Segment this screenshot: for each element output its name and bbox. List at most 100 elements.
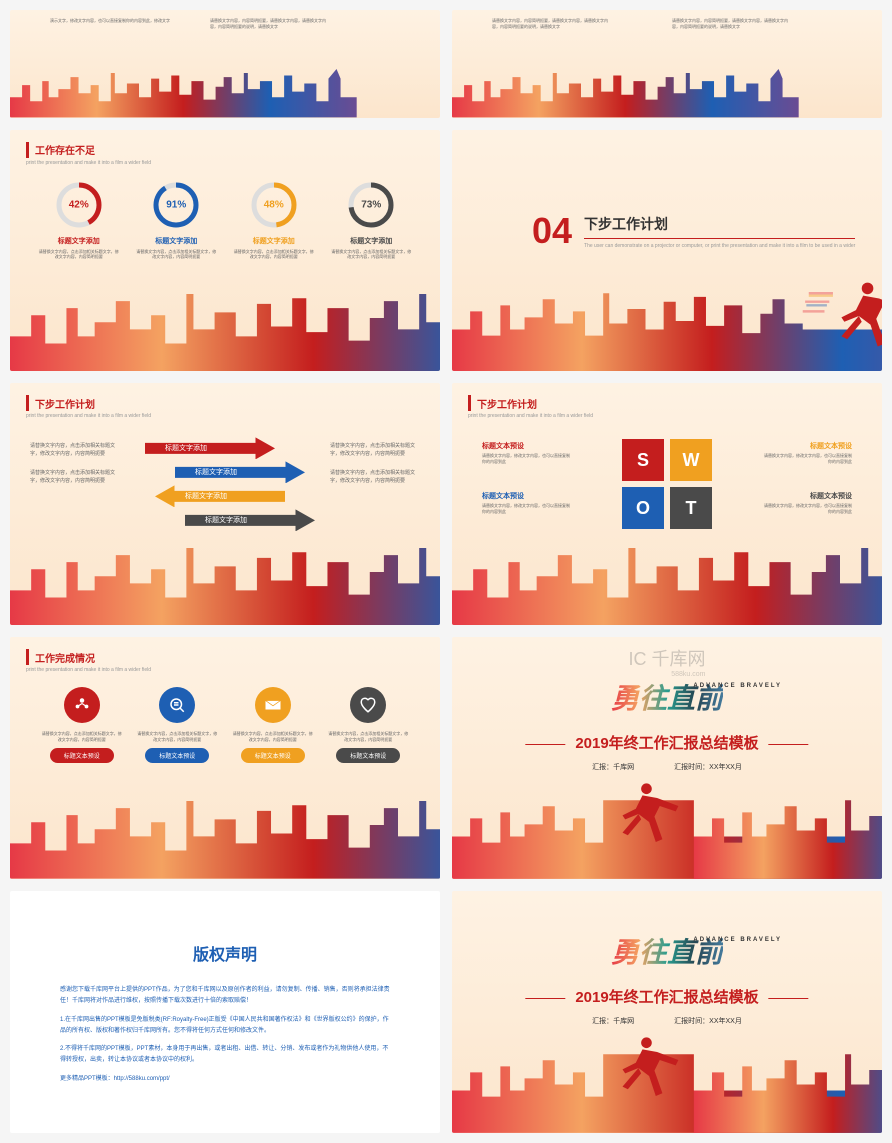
slide-partial-left: 演示文字，修改文字内容，也可以直接复制你的内容到此，修改文字 请替换文字内容，内… bbox=[10, 10, 440, 118]
swot-box-s: S bbox=[622, 439, 664, 481]
brush-title-en: ADVANCE BRAVELY bbox=[693, 683, 782, 689]
icon-pill: 标题文本预设 bbox=[336, 748, 400, 763]
slide-section-04: 04 下步工作计划 The user can demonstrate on a … bbox=[452, 130, 882, 372]
ring-label: 标题文字添加 bbox=[234, 236, 314, 246]
arrow-item: 标题文字添加 bbox=[185, 509, 315, 531]
ring-desc: 请替换文字内容，点击添加相关标题文字，修改文字内容，内容简明扼要 bbox=[331, 249, 411, 260]
skyline-graphic bbox=[10, 794, 440, 879]
heart-icon bbox=[350, 687, 386, 723]
icon-pill: 标题文本预设 bbox=[50, 748, 114, 763]
arrow-item: 标题文字添加 bbox=[155, 485, 285, 507]
ring-desc: 请替换文字内容，点击添加相关标题文字，修改文字内容，内容简明扼要 bbox=[39, 249, 119, 260]
swot-label-s: 标题文本预设 bbox=[482, 441, 524, 451]
desc-left: 请替换文字内容，点击添加相关标题文字，修改文字内容，内容简明扼要 请替换文字内容… bbox=[30, 443, 120, 485]
ring-label: 标题文字添加 bbox=[331, 236, 411, 246]
ring-chart: 73% bbox=[346, 180, 396, 230]
slide-partial-right: 请替换文字内容，内容简明扼要，请替换文字内容，请替换文字内容，内容简明扼要的说明… bbox=[452, 10, 882, 118]
swot-label-w: 标题文本预设 bbox=[810, 441, 852, 451]
section-number-block: 04 下步工作计划 The user can demonstrate on a … bbox=[532, 210, 855, 252]
ring-chart-item: 42% 标题文字添加 请替换文字内容，点击添加相关标题文字，修改文字内容，内容简… bbox=[39, 180, 119, 260]
icon-desc: 请替换文字内容，点击添加相关标题文字，修改文字内容，内容简明扼要 bbox=[328, 731, 408, 742]
swot-desc: 请替换文字内容，修改文字内容，也可以直接复制你的内容到此 bbox=[762, 453, 852, 464]
title-bar: 工作存在不足 bbox=[26, 142, 95, 158]
slide-title-clean: 勇往直前 ADVANCE BRAVELY 2019年终工作汇报总结模板 汇报：千… bbox=[452, 891, 882, 1133]
title-bar: 下步工作计划 bbox=[468, 395, 537, 411]
copyright-body: 感谢您下载千库网平台上提供的PPT作品，为了您和千库网以及原创作者的利益，请勿复… bbox=[10, 965, 440, 1113]
people-icon bbox=[64, 687, 100, 723]
icons-row: 请替换文字内容，点击添加相关标题文字，修改文字内容，内容简明扼要 标题文本预设 … bbox=[10, 687, 440, 763]
skyline-graphic bbox=[452, 541, 882, 626]
swot-grid: SWOT bbox=[622, 439, 712, 529]
swot-label-t: 标题文本预设 bbox=[810, 491, 852, 501]
skyline-graphic bbox=[10, 287, 440, 372]
slide-title: 下步工作计划 bbox=[477, 396, 537, 411]
skyline-graphic bbox=[10, 541, 440, 626]
arrows-container: 标题文字添加标题文字添加标题文字添加标题文字添加 bbox=[145, 437, 305, 533]
title-accent bbox=[26, 142, 29, 158]
icon-desc: 请替换文字内容，点击添加相关标题文字，修改文字内容，内容简明扼要 bbox=[233, 731, 313, 742]
slide-copyright: 版权声明 感谢您下载千库网平台上提供的PPT作品，为了您和千库网以及原创作者的利… bbox=[10, 891, 440, 1133]
section-title: 下步工作计划 bbox=[584, 214, 855, 234]
slide-title: 工作完成情况 bbox=[35, 650, 95, 665]
swot-box-w: W bbox=[670, 439, 712, 481]
icon-desc: 请替换文字内容，点击添加相关标题文字，修改文字内容，内容简明扼要 bbox=[42, 731, 122, 742]
swot-desc: 请替换文字内容，修改文字内容，也可以直接复制你的内容到此 bbox=[482, 503, 572, 514]
ring-chart: 42% bbox=[54, 180, 104, 230]
swot-desc: 请替换文字内容，修改文字内容，也可以直接复制你的内容到此 bbox=[482, 453, 572, 464]
ring-chart-item: 91% 标题文字添加 请替换文字内容，点击添加相关标题文字，修改文字内容，内容简… bbox=[136, 180, 216, 260]
slide-title-watermark: IC 千库网 588ku.com 勇往直前 ADVANCE BRAVELY 20… bbox=[452, 637, 882, 879]
skyline-runner-graphic bbox=[452, 263, 882, 372]
icon-desc: 请替换文字内容，点击添加相关标题文字，修改文字内容，内容简明扼要 bbox=[137, 731, 217, 742]
swot-label-o: 标题文本预设 bbox=[482, 491, 524, 501]
ring-chart-item: 48% 标题文字添加 请替换文字内容，点击添加相关标题文字，修改文字内容，内容简… bbox=[234, 180, 314, 260]
text-block: 演示文字，修改文字内容，也可以直接复制你的内容到此，修改文字 bbox=[50, 18, 170, 24]
swot-box-t: T bbox=[670, 487, 712, 529]
slide-swot: 下步工作计划 print the presentation and make i… bbox=[452, 383, 882, 625]
main-subtitle: 2019年终工作汇报总结模板 bbox=[515, 986, 818, 1007]
ring-chart: 91% bbox=[151, 180, 201, 230]
copyright-title: 版权声明 bbox=[10, 891, 440, 965]
icon-pill: 标题文本预设 bbox=[145, 748, 209, 763]
slide-title: 下步工作计划 bbox=[35, 396, 95, 411]
ring-container: 42% 标题文字添加 请替换文字内容，点击添加相关标题文字，修改文字内容，内容简… bbox=[10, 180, 440, 260]
ring-percentage: 73% bbox=[361, 199, 381, 210]
arrow-item: 标题文字添加 bbox=[145, 437, 275, 459]
skyline-graphic bbox=[452, 69, 799, 117]
ring-label: 标题文字添加 bbox=[136, 236, 216, 246]
slide-subtitle: print the presentation and make it into … bbox=[26, 160, 151, 166]
title-accent bbox=[26, 649, 29, 665]
swot-desc: 请替换文字内容，修改文字内容，也可以直接复制你的内容到此 bbox=[762, 503, 852, 514]
skyline-runner-graphic bbox=[452, 770, 882, 879]
icon-item: 请替换文字内容，点击添加相关标题文字，修改文字内容，内容简明扼要 标题文本预设 bbox=[137, 687, 217, 763]
ring-label: 标题文字添加 bbox=[39, 236, 119, 246]
ring-desc: 请替换文字内容，点击添加相关标题文字，修改文字内容，内容简明扼要 bbox=[136, 249, 216, 260]
text-block: 请替换文字内容，内容简明扼要，请替换文字内容，请替换文字内容，内容简明扼要的说明… bbox=[210, 18, 330, 29]
ring-chart-item: 73% 标题文字添加 请替换文字内容，点击添加相关标题文字，修改文字内容，内容简… bbox=[331, 180, 411, 260]
icon-item: 请替换文字内容，点击添加相关标题文字，修改文字内容，内容简明扼要 标题文本预设 bbox=[328, 687, 408, 763]
ring-percentage: 42% bbox=[69, 199, 89, 210]
title-bar: 工作完成情况 bbox=[26, 649, 95, 665]
slide-subtitle: print the presentation and make it into … bbox=[468, 413, 593, 419]
slide-subtitle: print the presentation and make it into … bbox=[26, 413, 151, 419]
icon-item: 请替换文字内容，点击添加相关标题文字，修改文字内容，内容简明扼要 标题文本预设 bbox=[42, 687, 122, 763]
text-block: 请替换文字内容，内容简明扼要，请替换文字内容，请替换文字内容，内容简明扼要的说明… bbox=[492, 18, 612, 29]
section-subtitle: The user can demonstrate on a projector … bbox=[584, 243, 855, 249]
skyline-runner-graphic bbox=[452, 1024, 882, 1133]
slide-grid: 演示文字，修改文字内容，也可以直接复制你的内容到此，修改文字 请替换文字内容，内… bbox=[10, 10, 882, 1133]
ring-percentage: 48% bbox=[264, 199, 284, 210]
slide-rings: 工作存在不足 print the presentation and make i… bbox=[10, 130, 440, 372]
desc-right: 请替换文字内容，点击添加相关标题文字，修改文字内容，内容简明扼要 请替换文字内容… bbox=[330, 443, 420, 485]
doc-icon bbox=[159, 687, 195, 723]
title-accent bbox=[26, 395, 29, 411]
text-block: 请替换文字内容，内容简明扼要，请替换文字内容，请替换文字内容，内容简明扼要的说明… bbox=[672, 18, 792, 29]
section-number: 04 bbox=[532, 210, 572, 252]
title-accent bbox=[468, 395, 471, 411]
ring-desc: 请替换文字内容，点击添加相关标题文字，修改文字内容，内容简明扼要 bbox=[234, 249, 314, 260]
brush-title-en: ADVANCE BRAVELY bbox=[693, 937, 782, 943]
arrow-item: 标题文字添加 bbox=[175, 461, 305, 483]
slide-title: 工作存在不足 bbox=[35, 142, 95, 157]
ring-percentage: 91% bbox=[166, 199, 186, 210]
swot-box-o: O bbox=[622, 487, 664, 529]
icon-item: 请替换文字内容，点击添加相关标题文字，修改文字内容，内容简明扼要 标题文本预设 bbox=[233, 687, 313, 763]
slide-icons: 工作完成情况 print the presentation and make i… bbox=[10, 637, 440, 879]
